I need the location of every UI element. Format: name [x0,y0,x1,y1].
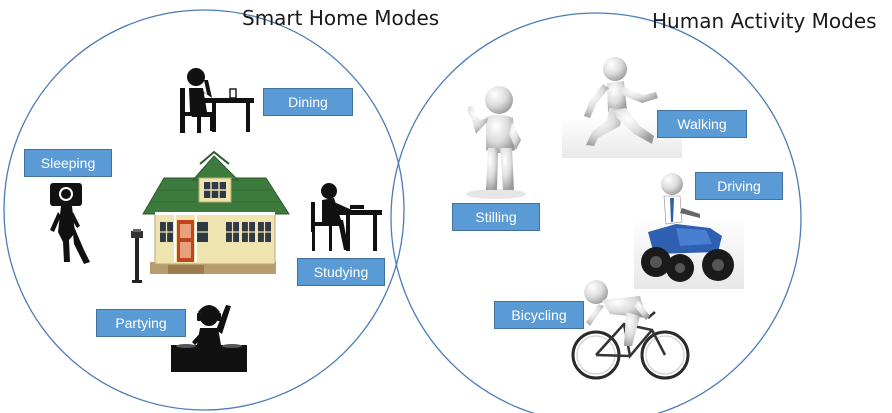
dining-label: Dining [263,88,353,116]
bicycling-label: Bicycling [494,301,584,329]
partying-label: Partying [96,309,186,337]
studying-person-icon [311,183,382,251]
studying-label: Studying [297,258,385,286]
human-activity-circle [390,12,802,413]
driving-label: Driving [695,172,783,200]
sleeping-label: Sleeping [24,149,112,177]
stilling-label: Stilling [452,203,540,231]
dj-icon [171,305,247,372]
house-icon [142,150,290,274]
smart-home-circle [3,9,405,411]
atv-figure-icon [634,173,744,289]
sleeping-person-icon [50,183,90,264]
cyclist-icon [571,280,690,380]
human-activity-title: Human Activity Modes [652,9,877,33]
smart-home-title: Smart Home Modes [242,6,440,30]
walking-figure-icon [562,57,682,158]
thumbs-up-figure-icon [466,86,526,199]
dining-person-icon [180,68,254,133]
walking-label: Walking [657,110,747,138]
street-lamp-icon [131,229,143,283]
